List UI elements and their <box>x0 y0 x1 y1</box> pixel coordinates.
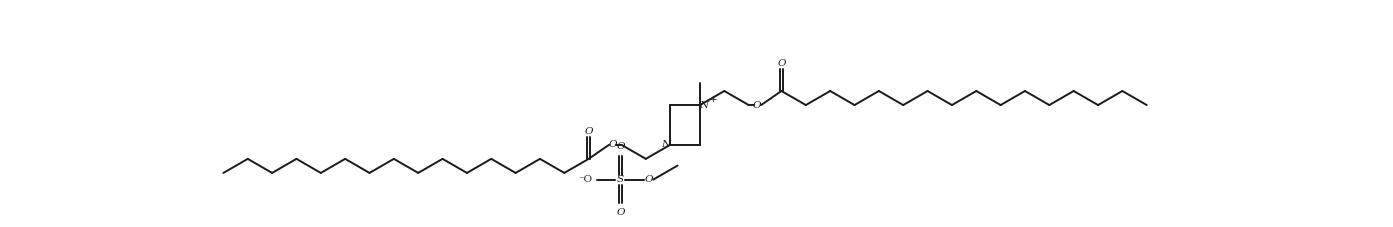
Text: O: O <box>616 142 624 151</box>
Text: +: + <box>709 95 716 104</box>
Text: N: N <box>699 101 709 110</box>
Text: N: N <box>662 140 671 149</box>
Text: ⁻O: ⁻O <box>578 175 593 184</box>
Text: O: O <box>609 140 617 149</box>
Text: O: O <box>645 175 653 184</box>
Text: O: O <box>777 59 786 68</box>
Text: S: S <box>617 175 624 184</box>
Text: O: O <box>616 208 624 217</box>
Text: O: O <box>585 127 593 136</box>
Text: O: O <box>752 101 762 110</box>
